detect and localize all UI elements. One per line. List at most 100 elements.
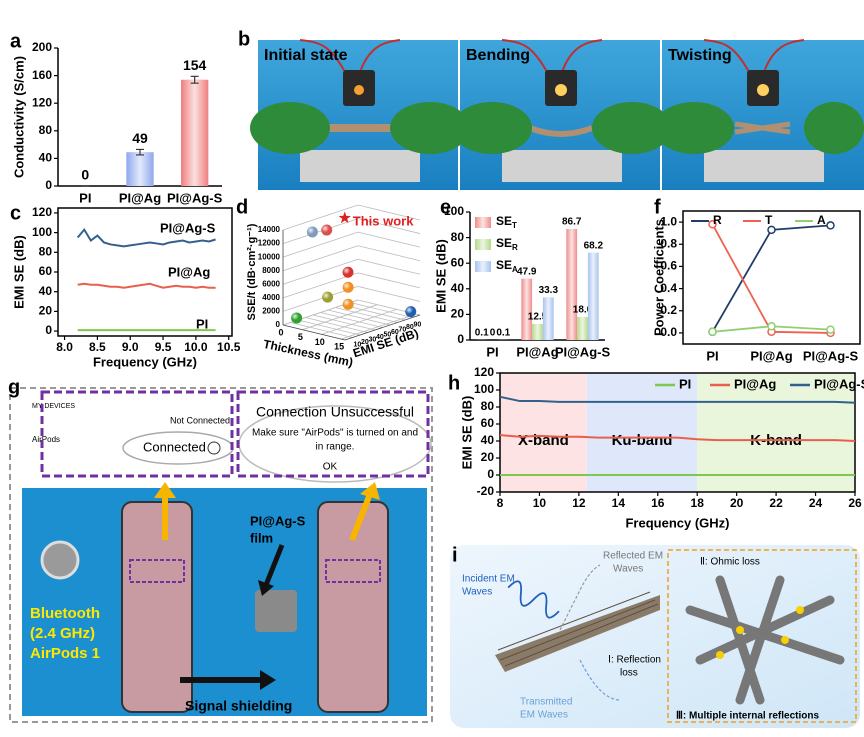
legend-label: PI [679, 376, 691, 391]
y-tick-label: 160 [32, 68, 52, 82]
y-axis-title: Conductivity (S/cm) [11, 56, 26, 178]
photo-label: PI@Ag-S [250, 513, 306, 528]
y-tick-label: 20 [481, 450, 495, 464]
grid-line [282, 245, 359, 272]
y-tick-label: 10000 [258, 252, 281, 261]
y-tick-label: 0 [487, 467, 494, 481]
series-line [711, 223, 831, 334]
y-tick-label: 0.0 [660, 325, 677, 339]
legend-label: PI@Ag [734, 376, 776, 391]
legend-label: T [765, 213, 773, 227]
series-label: PI [196, 316, 208, 331]
legend-label: SEA [496, 258, 518, 274]
x-tick-label: 24 [809, 496, 823, 510]
grid-line [342, 304, 406, 321]
error-bar [190, 75, 199, 84]
x-tick-label: 9.0 [122, 340, 139, 354]
screen-text: MY DEVICES [32, 403, 75, 410]
z-tick-label: 90 [414, 321, 422, 328]
y-axis-title: SSE/t (dB·cm²·g⁻¹) [246, 223, 258, 320]
x-tick-label: PI [486, 344, 498, 359]
y-tick-label: 12000 [258, 239, 281, 248]
y-tick-label: 120 [32, 95, 52, 109]
bar-shine [181, 79, 209, 186]
data-label: 33.3 [539, 285, 559, 296]
z-tick-label: 60 [391, 329, 399, 336]
axis-line [282, 324, 346, 341]
y-tick-label: 60 [451, 255, 465, 269]
y-tick-label: 60 [39, 264, 53, 278]
x-tick-label: 10.0 [184, 340, 208, 354]
panel-b: Initial state Bending Twisting [250, 39, 864, 190]
grid-line [290, 322, 353, 338]
bar-shine [587, 252, 599, 340]
series-line [77, 282, 216, 289]
y-tick-label: 20 [39, 304, 53, 318]
y-tick-label: 100 [444, 204, 464, 218]
legend-label: A [817, 213, 826, 227]
screen-text: Connected [143, 439, 206, 454]
point-shine [342, 266, 354, 278]
y-tick-label: 0 [45, 178, 52, 192]
panel-i: Incident EM Waves Reflected EM Waves Tra… [450, 545, 860, 728]
panel-letter: b [238, 28, 250, 50]
grid-line [357, 258, 421, 275]
x-tick-label: 18 [691, 496, 705, 510]
x-tick-label: 0 [278, 327, 283, 337]
legend-subscript: T [512, 221, 517, 230]
y-tick-label: 4000 [262, 293, 280, 302]
y-tick-label: 0.2 [660, 303, 677, 317]
x-tick-label: 9.5 [155, 340, 172, 354]
photo-label: film [250, 530, 273, 545]
photo-label: Bluetooth [30, 605, 100, 622]
diagram-label: EM Waves [520, 710, 568, 721]
legend-shine [475, 217, 491, 228]
legend-subscript: A [512, 265, 518, 274]
grid-line [357, 272, 421, 289]
data-label: 0.1 [496, 328, 510, 339]
y-tick-label: 80 [39, 244, 53, 258]
grid-line [320, 312, 383, 328]
series-line [499, 395, 856, 404]
bar-shine [542, 297, 554, 340]
y-axis-title: Power Coefficients [651, 219, 666, 336]
grid-line [350, 302, 413, 318]
y-tick-label: 120 [474, 365, 494, 379]
panel-letter: d [236, 196, 248, 218]
y-tick-label: 40 [451, 281, 465, 295]
photo: Initial state [250, 39, 470, 190]
panel-letter: c [10, 202, 21, 224]
x-tick-label: 16 [651, 496, 665, 510]
y-axis-title: EMI SE (dB) [459, 396, 474, 470]
band [500, 373, 587, 492]
legend-subscript: R [512, 243, 518, 252]
x-tick-label: 15 [334, 341, 344, 351]
z-tick-label: 80 [406, 324, 414, 331]
x-tick-label: PI@Ag [119, 190, 161, 205]
grid-line [282, 204, 359, 231]
panel-letter: i [452, 544, 458, 566]
legend-label: PI@Ag-S [814, 376, 864, 391]
y-tick-label: 80 [481, 399, 495, 413]
panel-letter: e [440, 196, 451, 218]
bar-shine [126, 152, 154, 186]
data-label: 86.7 [562, 217, 582, 228]
legend-shine [475, 239, 491, 250]
screen-text: AirPods [32, 435, 60, 444]
diagram-label: loss [620, 668, 638, 679]
x-tick-label: 22 [769, 496, 783, 510]
z-tick-label: 30 [369, 336, 377, 343]
point-shine [405, 306, 417, 318]
grid-line [282, 218, 359, 244]
x-tick-label: 10.5 [217, 340, 241, 354]
bar-shine [566, 229, 578, 340]
dialog-title: Connection Unsuccessful [256, 404, 414, 420]
y-tick-label: 0 [276, 320, 281, 329]
y-tick-label: 40 [39, 151, 53, 165]
legend-label: R [713, 213, 722, 227]
grid-line [312, 314, 376, 331]
dialog-button: OK [323, 462, 338, 473]
y-tick-label: 6000 [262, 279, 280, 288]
panel-letter: a [10, 30, 22, 52]
x-tick-label: 8.0 [56, 340, 73, 354]
